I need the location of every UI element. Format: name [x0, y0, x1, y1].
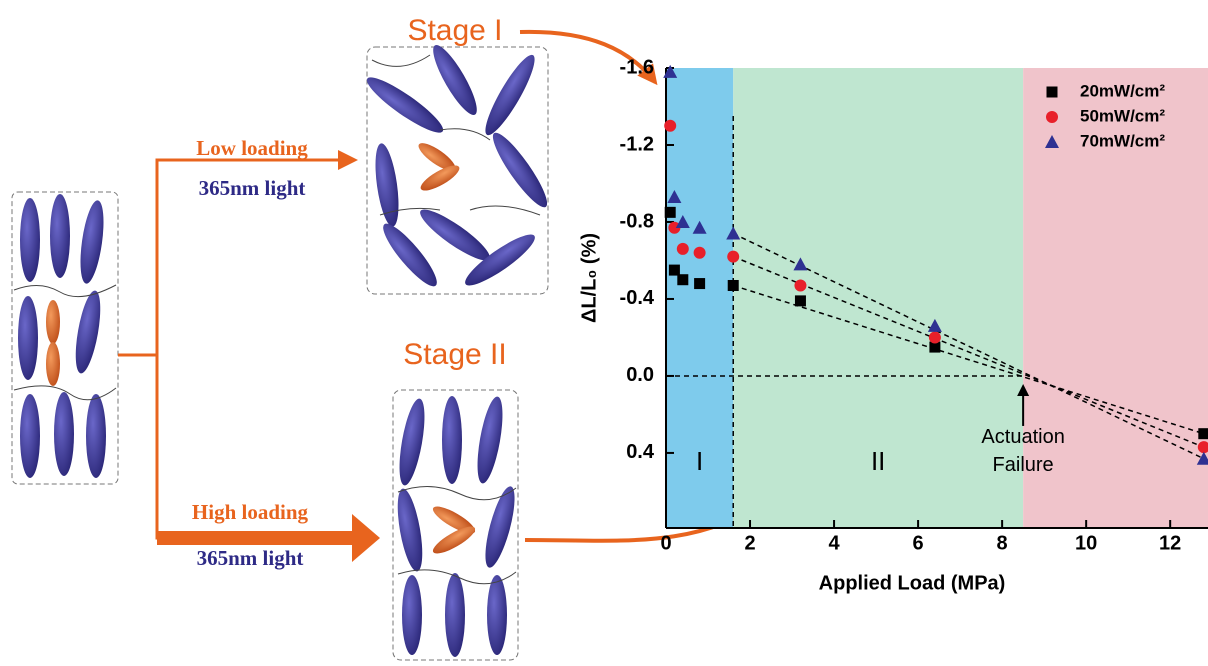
y-tick-label: -1.6	[620, 56, 654, 78]
x-tick-label: 10	[1075, 532, 1097, 554]
y-tick-label: -1.2	[620, 133, 654, 155]
point	[1197, 441, 1208, 454]
region-label: II	[871, 446, 885, 476]
trend-line	[732, 232, 1205, 460]
point	[794, 295, 806, 307]
point	[693, 246, 706, 259]
x-axis-label: Applied Load (MPa)	[819, 572, 1006, 594]
trend-line	[732, 255, 1205, 448]
molecules	[397, 396, 517, 657]
arrow	[157, 531, 357, 545]
point	[1196, 451, 1208, 465]
x-tick-label: 12	[1159, 532, 1181, 554]
point	[928, 331, 941, 344]
point	[668, 221, 681, 234]
legend-label: 20mW/cm²	[1080, 81, 1165, 100]
region	[733, 68, 1024, 528]
label: High loading	[192, 500, 309, 524]
point	[676, 242, 689, 255]
point	[794, 279, 807, 292]
point	[694, 278, 706, 290]
point	[663, 64, 678, 78]
connector	[118, 158, 350, 540]
y-tick-label: -0.8	[620, 210, 654, 232]
molecules	[366, 44, 548, 287]
legend-marker	[1046, 111, 1058, 123]
schematic: Low loading 365nm light High loading 365…	[11, 14, 772, 661]
sample-box	[11, 191, 119, 485]
region	[666, 68, 734, 528]
arrow	[338, 150, 358, 170]
stage-title: Stage I	[407, 14, 502, 47]
legend-marker	[1046, 86, 1058, 98]
point	[667, 189, 682, 203]
arrow	[352, 514, 380, 562]
x-tick-label: 6	[913, 532, 924, 554]
arrow	[519, 29, 658, 86]
y-tick-label: 0.0	[626, 364, 654, 386]
x-tick-label: 2	[744, 532, 755, 554]
region-label: I	[696, 446, 703, 476]
point	[664, 119, 677, 132]
point	[727, 279, 739, 291]
sample-box	[366, 46, 549, 295]
label: Low loading	[196, 136, 308, 160]
point	[1198, 428, 1208, 440]
stage-title: Stage II	[403, 338, 506, 371]
annotation: Actuation	[981, 426, 1064, 448]
legend-marker	[1045, 135, 1059, 148]
point	[692, 220, 707, 234]
molecules	[13, 194, 117, 478]
point	[927, 318, 942, 332]
x-tick-label: 8	[997, 532, 1008, 554]
point	[664, 206, 676, 218]
x-tick-label: 0	[660, 532, 671, 554]
annotation-arrowhead	[1017, 383, 1030, 396]
label: 365nm light	[199, 176, 306, 200]
legend-label: 50mW/cm²	[1080, 106, 1165, 125]
label: 365nm light	[197, 546, 304, 570]
x-tick-label: 4	[828, 532, 840, 554]
point	[677, 274, 689, 286]
sample-box	[392, 389, 519, 661]
point	[668, 264, 680, 276]
point	[675, 214, 690, 228]
point	[793, 257, 808, 271]
y-axis-label: ΔL/L₀ (%)	[578, 233, 600, 323]
annotation: Failure	[993, 454, 1054, 476]
trend-line	[732, 284, 1205, 435]
point	[726, 226, 741, 240]
y-tick-label: 0.4	[626, 441, 655, 463]
y-tick-label: -0.4	[620, 287, 655, 309]
point	[727, 250, 740, 263]
chart: I II-1.6-1.2-0.8-0.40.00.40 2 4 6 8 10 12Applie…	[578, 56, 1208, 594]
legend-label: 70mW/cm²	[1080, 131, 1165, 150]
point	[929, 341, 941, 353]
